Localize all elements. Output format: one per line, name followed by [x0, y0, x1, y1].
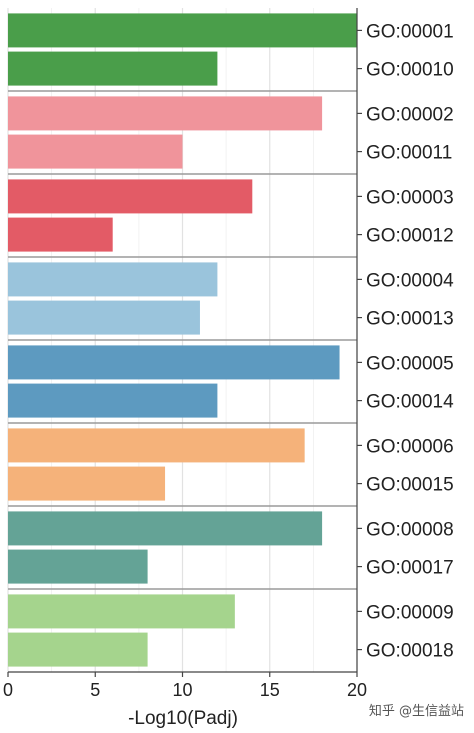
category-label: GO:00008: [366, 519, 454, 540]
category-label: GO:00002: [366, 104, 454, 125]
bar-go-00011: [8, 134, 183, 169]
bar-go-00013: [8, 300, 200, 335]
bar-go-00014: [8, 383, 218, 418]
bars: [8, 13, 357, 667]
category-label: GO:00003: [366, 187, 454, 208]
category-label: GO:00017: [366, 558, 454, 579]
category-label: GO:00014: [366, 392, 454, 413]
category-label: GO:00001: [366, 21, 454, 42]
x-tick-label: 5: [90, 680, 100, 700]
category-label: GO:00009: [366, 602, 454, 623]
bar-go-00018: [8, 632, 148, 667]
category-label: GO:00005: [366, 353, 454, 374]
x-tick-label: 0: [3, 680, 13, 700]
bar-go-00010: [8, 51, 218, 86]
bar-go-00005: [8, 345, 340, 380]
x-tick-label: 10: [172, 680, 192, 700]
x-tick-label: 15: [260, 680, 280, 700]
category-label: GO:00006: [366, 436, 454, 457]
bar-go-00008: [8, 511, 323, 546]
bar-go-00003: [8, 179, 253, 214]
bar-go-00015: [8, 466, 166, 501]
category-label: GO:00010: [366, 60, 454, 81]
category-labels: GO:00001 GO:00010 GO:00002 GO:00011 GO:00003…: [366, 21, 454, 661]
bar-go-00009: [8, 594, 235, 629]
bar-go-00006: [8, 428, 305, 463]
category-label: GO:00018: [366, 641, 454, 662]
x-tick-label: 20: [347, 680, 367, 700]
bar-go-00012: [8, 217, 113, 252]
category-label: GO:00004: [366, 270, 454, 291]
x-axis-title: -Log10(Padj): [128, 708, 238, 729]
category-label: GO:00013: [366, 309, 454, 330]
axes: 0 5 10 15 20: [3, 8, 367, 700]
category-label: GO:00011: [366, 143, 452, 164]
bar-go-00017: [8, 549, 148, 584]
bar-go-00002: [8, 96, 323, 131]
category-label: GO:00015: [366, 475, 454, 496]
bar-go-00001: [8, 13, 357, 48]
bar-go-00004: [8, 262, 218, 297]
watermark: 知乎 @生信益站: [368, 704, 464, 719]
category-label: GO:00012: [366, 226, 454, 247]
group-separators: [8, 90, 357, 590]
